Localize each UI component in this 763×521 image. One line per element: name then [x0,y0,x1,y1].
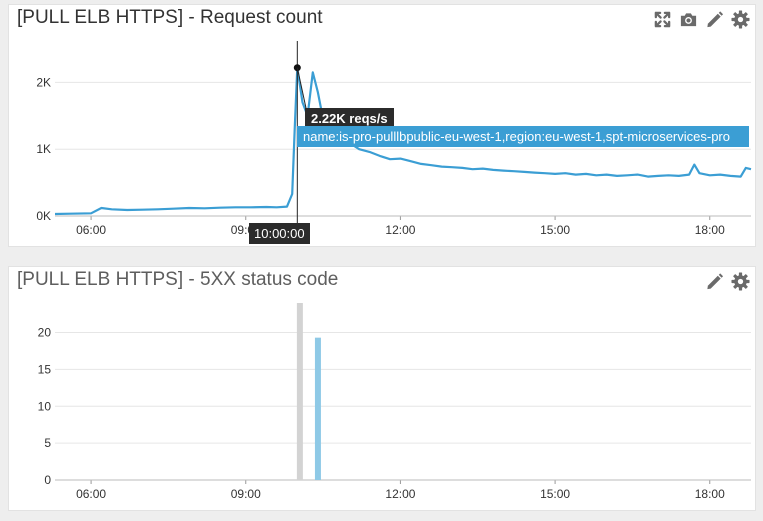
x-tick-label: 06:00 [76,487,106,501]
x-tick-label: 06:00 [76,223,106,237]
pencil-icon[interactable] [704,271,725,292]
y-tick-label: 0K [36,209,51,223]
x-tick-label: 18:00 [695,487,725,501]
y-tick-label: 5 [44,436,51,450]
x-tick-label: 09:00 [231,487,261,501]
request-count-series-line [54,66,752,216]
hover-series-tooltip: name:is-pro-pulllbpublic-eu-west-1,regio… [297,126,749,147]
pencil-icon[interactable] [704,9,725,30]
expand-icon[interactable] [652,9,673,30]
y-tick-label: 10 [38,399,52,413]
request-count-panel: [PULL ELB HTTPS] - Request count [8,4,756,247]
panel-toolbar [704,271,751,292]
hover-value-tooltip: 2.22K reqs/s [305,108,394,129]
panel-title: [PULL ELB HTTPS] - Request count [17,7,323,28]
gear-icon[interactable] [730,9,751,30]
panel-title: [PULL ELB HTTPS] - 5XX status code [17,269,339,290]
y-tick-label: 0 [44,473,51,487]
x-tick-label: 12:00 [385,223,415,237]
x-tick-label: 15:00 [540,223,570,237]
crosshair-time-label: 10:00:00 [249,223,310,244]
x-tick-label: 15:00 [540,487,570,501]
5xx-bar [314,337,321,480]
camera-icon[interactable] [678,9,699,30]
5xx-status-chart[interactable]: 0 5 10 15 20 06:00 09:00 12:00 15:00 18:00 [9,267,757,512]
hover-point [293,64,301,72]
x-tick-label: 18:00 [695,223,725,237]
5xx-bar [296,303,303,480]
y-tick-label: 20 [38,326,52,340]
5xx-status-panel: [PULL ELB HTTPS] - 5XX status code 0 5 10 1… [8,266,756,511]
gear-icon[interactable] [730,271,751,292]
y-tick-label: 1K [36,142,51,156]
y-tick-label: 2K [36,75,51,89]
y-tick-label: 15 [38,362,52,376]
x-tick-label: 12:00 [385,487,415,501]
panel-toolbar [652,9,751,30]
